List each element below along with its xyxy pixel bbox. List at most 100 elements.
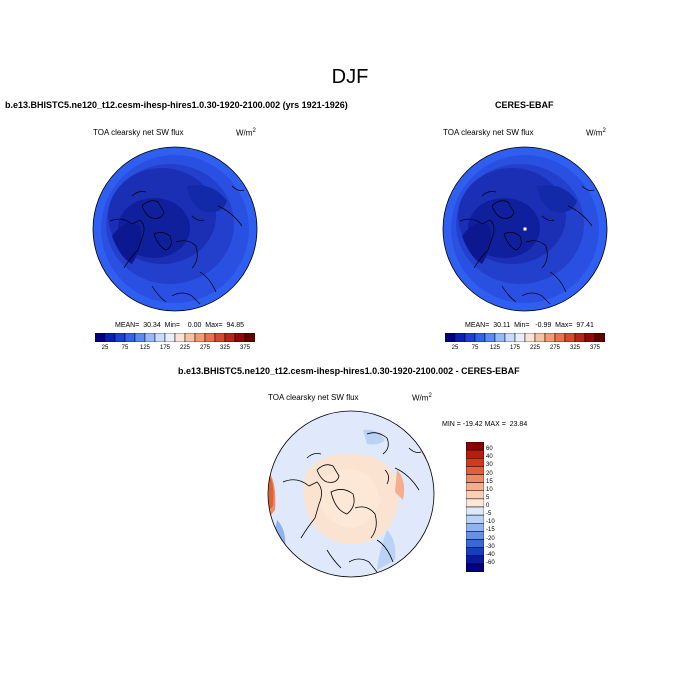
colorbar-tick-label: -60 <box>486 559 495 566</box>
colorbar-swatch <box>466 498 484 508</box>
colorbar-swatch <box>464 333 476 342</box>
colorbar-obs <box>445 333 605 342</box>
colorbar-swatch <box>454 333 466 342</box>
colorbar-tick-label: 125 <box>139 345 150 351</box>
colorbar-tick-label: 75 <box>471 345 479 351</box>
colorbar-swatch <box>466 514 484 524</box>
colorbar-tick-label: 30 <box>486 462 493 469</box>
colorbar-swatch <box>184 333 196 342</box>
colorbar-swatch <box>144 333 156 342</box>
colorbar-swatch <box>114 333 126 342</box>
colorbar-tick-label: 40 <box>486 454 493 461</box>
colorbar-labels-diff: 60 40 30 20 15 10 5 0 -5 -10 -15 -20 -30 -40 -60 <box>486 442 516 572</box>
colorbar-swatch <box>544 333 556 342</box>
colorbar-tick-label: 75 <box>121 345 129 351</box>
colorbar-swatch <box>466 523 484 532</box>
colorbar-tick-label: 15 <box>486 478 493 485</box>
colorbar-tick-label: -30 <box>486 543 495 550</box>
polar-map-model <box>92 146 258 312</box>
colorbar-swatch <box>466 555 484 565</box>
panel-title-model: b.e13.BHISTC5.ne120_t12.cesm-ihesp-hires… <box>5 100 348 110</box>
colorbar-tick-label: 175 <box>509 345 520 351</box>
colorbar-labels-model: 25 75 125 175 225 275 325 375 <box>95 345 255 355</box>
colorbar-swatch <box>224 333 236 342</box>
variable-label-model: TOA clearsky net SW flux <box>93 128 184 137</box>
colorbar-swatch <box>104 333 116 342</box>
colorbar-swatch <box>466 539 484 548</box>
colorbar-swatch <box>214 333 226 342</box>
colorbar-swatch <box>466 547 484 557</box>
colorbar-swatch <box>554 333 566 342</box>
colorbar-swatch <box>494 333 506 342</box>
colorbar-swatch <box>584 333 596 342</box>
colorbar-swatch <box>514 333 526 342</box>
colorbar-diff <box>466 442 484 572</box>
colorbar-tick-label: -5 <box>486 511 492 518</box>
colorbar-tick-label: 10 <box>486 486 493 493</box>
colorbar-swatch <box>124 333 136 342</box>
colorbar-tick-label: -10 <box>486 519 495 526</box>
colorbar-swatch <box>234 333 246 342</box>
colorbar-swatch <box>174 333 186 342</box>
colorbar-swatch <box>445 333 456 342</box>
stats-model: MEAN= 30.34 Min= 0.00 Max= 94.85 <box>115 322 244 329</box>
colorbar-swatch <box>466 458 484 467</box>
stats-diff: MIN = -19.42 MAX = 23.84 <box>442 421 528 428</box>
colorbar-swatch <box>95 333 106 342</box>
colorbar-swatch <box>504 333 516 342</box>
colorbar-swatch <box>466 490 484 500</box>
colorbar-swatch <box>466 531 484 540</box>
colorbar-tick-label: 20 <box>486 470 493 477</box>
panel-title-obs: CERES-EBAF <box>495 100 554 110</box>
colorbar-tick-label: 25 <box>451 345 459 351</box>
colorbar-labels-obs: 25 75 125 175 225 275 325 375 <box>445 345 605 355</box>
colorbar-tick-label: 325 <box>219 345 230 351</box>
colorbar-swatch <box>474 333 486 342</box>
variable-label-diff: TOA clearsky net SW flux <box>268 393 359 402</box>
colorbar-swatch <box>154 333 166 342</box>
colorbar-swatch <box>466 482 484 492</box>
colorbar-tick-label: 0 <box>486 503 490 509</box>
colorbar-swatch <box>466 466 484 475</box>
colorbar-swatch <box>466 442 484 451</box>
colorbar-swatch <box>466 563 484 572</box>
units-label-obs: W/m2 <box>586 128 606 138</box>
colorbar-tick-label: -40 <box>486 551 495 558</box>
colorbar-swatch <box>594 333 605 342</box>
colorbar-tick-label: -15 <box>486 527 495 534</box>
units-label-diff: W/m2 <box>412 393 432 403</box>
colorbar-swatch <box>524 333 536 342</box>
colorbar-model <box>95 333 255 342</box>
colorbar-tick-label: 225 <box>179 345 190 351</box>
colorbar-tick-label: 25 <box>101 345 109 351</box>
colorbar-swatch <box>134 333 146 342</box>
colorbar-swatch <box>466 474 484 483</box>
colorbar-swatch <box>204 333 216 342</box>
colorbar-swatch <box>564 333 576 342</box>
colorbar-tick-label: 375 <box>589 345 600 351</box>
colorbar-swatch <box>194 333 206 342</box>
colorbar-swatch <box>574 333 586 342</box>
colorbar-tick-label: 375 <box>239 345 250 351</box>
colorbar-tick-label: 125 <box>489 345 500 351</box>
colorbar-swatch <box>466 449 484 459</box>
colorbar-swatch <box>244 333 255 342</box>
panel-title-diff: b.e13.BHISTC5.ne120_t12.cesm-ihesp-hires… <box>178 366 520 376</box>
colorbar-tick-label: -20 <box>486 535 495 542</box>
colorbar-tick-label: 275 <box>549 345 560 351</box>
colorbar-swatch <box>466 506 484 516</box>
polar-map-obs <box>442 146 608 312</box>
colorbar-tick-label: 175 <box>159 345 170 351</box>
colorbar-tick-label: 225 <box>529 345 540 351</box>
stats-obs: MEAN= 30.11 Min= -0.99 Max= 97.41 <box>465 322 594 329</box>
pole-marker <box>523 227 527 231</box>
units-label-model: W/m2 <box>236 128 256 138</box>
colorbar-tick-label: 275 <box>199 345 210 351</box>
colorbar-swatch <box>534 333 546 342</box>
variable-label-obs: TOA clearsky net SW flux <box>443 128 534 137</box>
colorbar-swatch <box>484 333 496 342</box>
colorbar-swatch <box>164 333 176 342</box>
polar-map-diff <box>267 410 435 578</box>
colorbar-tick-label: 60 <box>486 446 493 453</box>
figure-title: DJF <box>331 66 369 88</box>
